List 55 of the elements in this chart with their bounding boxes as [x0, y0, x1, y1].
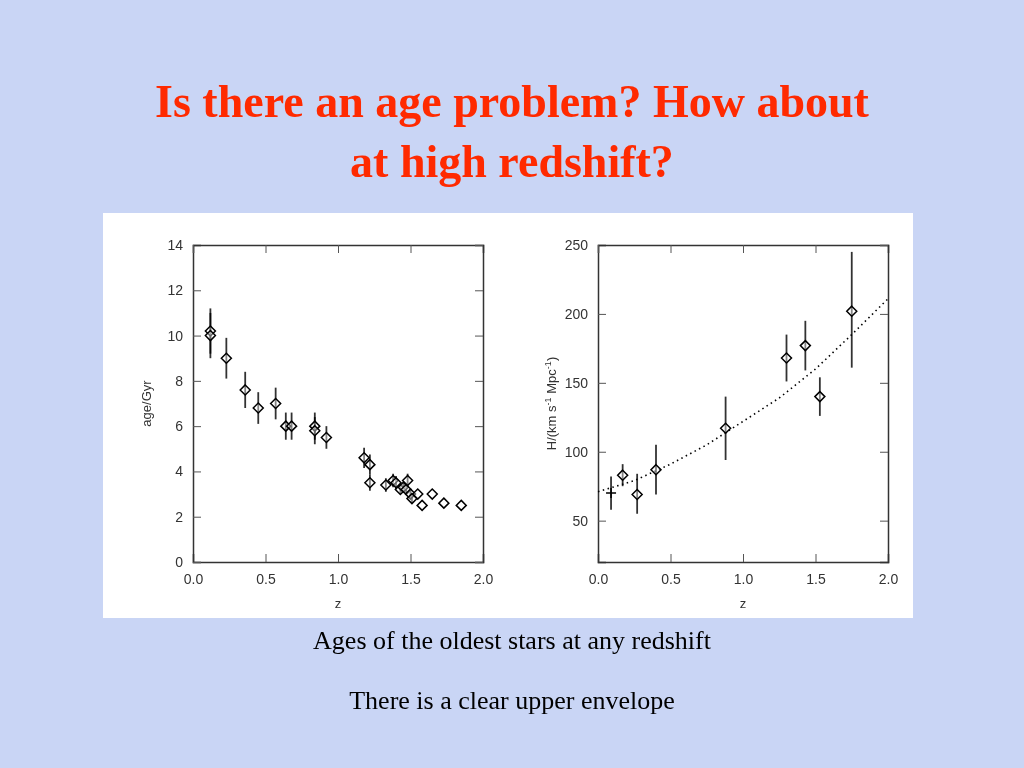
point [364, 458, 376, 471]
point [252, 402, 264, 414]
point [631, 488, 643, 501]
y-tick-label: 2 [175, 508, 184, 525]
y-tick-label: 150 [564, 374, 589, 391]
y-tick-label: 0 [175, 553, 184, 570]
point [814, 390, 826, 403]
point [438, 497, 450, 509]
point [719, 422, 732, 435]
y-tick-label: 6 [175, 418, 184, 435]
point [220, 352, 233, 364]
y-tick-label: 100 [564, 443, 589, 460]
text: Ages of the oldest stars at any redshift [312, 626, 712, 656]
point [309, 424, 321, 437]
y-tick-label: 4 [175, 463, 184, 480]
x-axis-title: z [334, 596, 342, 611]
point [605, 487, 617, 499]
point [285, 420, 298, 432]
x-tick-label: 0.5 [661, 570, 681, 587]
y-tick-label: 14 [167, 236, 184, 253]
x-tick-label: 1.5 [806, 570, 826, 587]
x-tick-label: 0.5 [256, 570, 276, 587]
x-tick-label: 1.0 [328, 570, 349, 587]
x-tick-label: 0.0 [588, 570, 609, 587]
y-tick-label: 10 [167, 327, 184, 344]
point [455, 499, 467, 512]
y-tick-label: 12 [167, 282, 184, 299]
x-tick-label: 0.0 [183, 570, 204, 587]
point [364, 477, 376, 489]
point [406, 492, 418, 505]
x-axis-title: z [739, 596, 747, 611]
point [416, 499, 428, 512]
point [799, 339, 812, 352]
point [846, 305, 858, 317]
point [320, 431, 333, 444]
x-tick-label: 2.0 [473, 570, 494, 587]
y-axis-title: age/Gyr [139, 379, 154, 427]
x-tick-label: 2.0 [878, 570, 899, 587]
point [380, 479, 392, 491]
point [269, 397, 282, 410]
text: There is a clear upper envelope [348, 686, 676, 716]
chart-title: Is there an age problem? How about at high redshift? [154, 75, 870, 189]
y-tick-label: 50 [572, 512, 589, 529]
y-tick-label: 8 [175, 372, 184, 389]
point [780, 352, 793, 364]
point [616, 469, 629, 481]
point [239, 384, 251, 396]
point [358, 452, 370, 464]
y-tick-label: 200 [564, 305, 589, 322]
point [650, 463, 662, 476]
point [426, 488, 438, 500]
y-tick-label: 250 [564, 236, 589, 253]
point [204, 329, 217, 342]
x-tick-label: 1.5 [401, 570, 421, 587]
x-tick-label: 1.0 [733, 570, 754, 587]
